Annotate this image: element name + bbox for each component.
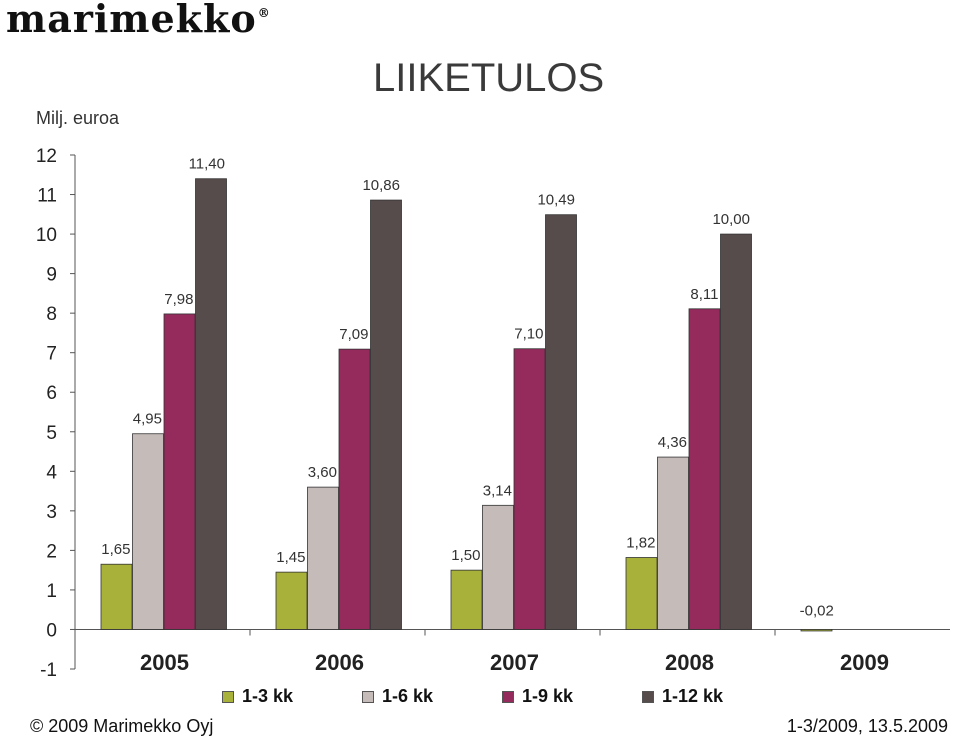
x-category-label: 2006 [315,650,364,675]
legend-label-1-12-kk: 1-12 kk [662,686,724,706]
y-tick-label: 8 [46,304,57,325]
data-label: 10,00 [712,211,750,228]
bar-1-12-kk-2008 [720,233,752,630]
bar-1-6-kk-2005 [132,433,164,630]
data-label: 3,60 [308,464,337,481]
legend-item-1-3-kk: 1-3 kk [222,686,362,707]
x-category-label: 2009 [840,650,889,675]
data-label: 4,95 [133,411,162,428]
y-tick-label: 12 [36,146,57,167]
legend-item-1-12-kk: 1-12 kk [642,686,782,707]
y-tick-label: 4 [46,462,57,483]
legend-label-1-9-kk: 1-9 kk [522,686,574,706]
data-label: 1,65 [101,541,130,558]
legend-swatch-1-12-kk [642,690,654,703]
legend-swatch-1-9-kk [502,690,514,703]
bar-1-6-kk-2007 [482,504,514,630]
y-tick-label: 10 [36,225,57,246]
bar-1-3-kk-2005 [100,563,133,630]
bar-1-9-kk-2007 [513,348,546,630]
y-tick-label: 5 [46,423,57,444]
data-label: 8,11 [690,286,718,303]
legend-label-1-6-kk: 1-6 kk [382,686,434,706]
legend-item-1-6-kk: 1-6 kk [362,686,502,707]
y-tick-label: -1 [40,660,57,681]
chart-title: LIIKETULOS [373,56,605,100]
bar-1-12-kk-2005 [195,178,227,630]
data-label: 1,82 [626,535,655,552]
y-tick-label: 7 [46,344,57,365]
y-axis-unit-label: Milj. euroa [36,108,120,128]
x-category-label: 2007 [490,650,539,675]
y-tick-label: 9 [46,265,57,286]
report-date: 1-3/2009, 13.5.2009 [786,716,948,736]
data-label: 7,09 [339,326,368,343]
x-category-label: 2005 [140,650,189,675]
bar-1-3-kk-2006 [275,571,308,630]
legend-swatch-1-3-kk [222,690,234,703]
bar-1-9-kk-2006 [338,348,371,630]
y-tick-label: 1 [46,581,57,602]
data-label: 4,36 [658,434,687,451]
y-tick-label: 0 [46,620,57,641]
bar-1-3-kk-2007 [450,569,483,630]
marimekko-logo: marimekko® [6,0,271,41]
y-tick-label: 2 [46,541,57,562]
legend-label-1-3-kk: 1-3 kk [242,686,294,706]
data-label: 1,50 [451,547,480,564]
copyright-text: © 2009 Marimekko Oyj [30,716,214,736]
y-tick-label: 11 [37,186,57,207]
data-label: 7,10 [514,326,543,343]
data-label: 3,14 [483,482,512,499]
bar-1-3-kk-2009 [800,629,833,632]
bar-1-6-kk-2008 [657,456,689,630]
legend-item-1-9-kk: 1-9 kk [502,686,642,707]
bar-1-12-kk-2006 [370,199,402,630]
data-label: 7,98 [164,291,193,308]
y-tick-label: 3 [46,502,57,523]
bar-1-9-kk-2008 [688,308,721,630]
chart-legend: 1-3 kk 1-6 kk 1-9 kk 1-12 kk [222,686,782,707]
legend-swatch-1-6-kk [362,690,374,703]
bar-1-6-kk-2006 [307,486,339,630]
x-category-label: 2008 [665,650,714,675]
y-tick-label: 6 [46,383,57,404]
data-label: 1,45 [276,549,305,566]
data-label: 10,86 [362,177,400,194]
bar-1-12-kk-2007 [545,214,577,630]
data-label: -0,02 [800,602,834,619]
bar-1-3-kk-2008 [625,557,658,630]
bar-1-9-kk-2005 [163,313,196,630]
data-label: 10,49 [537,192,575,209]
data-label: 11,40 [189,156,225,173]
